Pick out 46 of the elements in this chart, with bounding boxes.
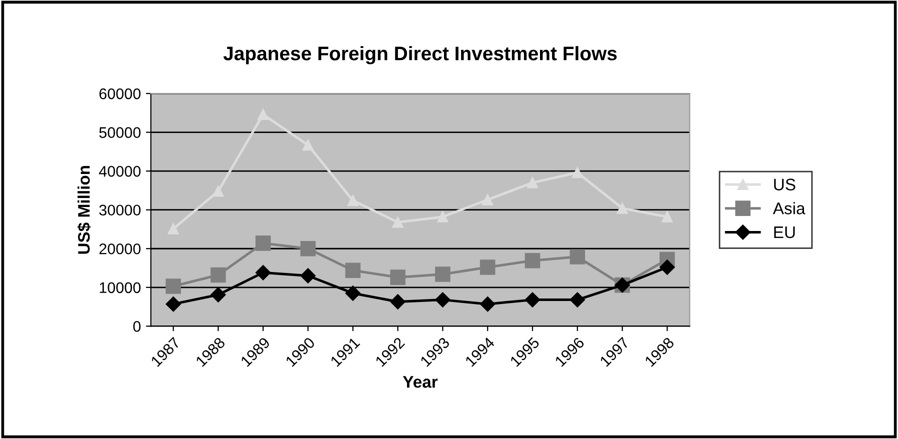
point xyxy=(570,292,585,308)
point xyxy=(345,262,361,278)
legend-label: Asia xyxy=(772,202,806,214)
y-axis-title: US$ Million xyxy=(77,166,91,254)
point xyxy=(570,249,586,264)
x-axis-title: Year xyxy=(402,376,438,388)
y-tick-label: 50000 xyxy=(99,127,141,138)
y-tick-label: 10000 xyxy=(100,282,141,294)
point xyxy=(435,292,450,308)
point xyxy=(662,211,673,222)
point xyxy=(347,194,358,206)
point xyxy=(526,177,538,188)
point xyxy=(572,167,583,178)
point xyxy=(300,240,316,256)
point xyxy=(392,216,404,228)
point xyxy=(390,294,406,310)
point xyxy=(212,186,224,197)
point xyxy=(524,253,540,268)
point xyxy=(210,267,226,283)
point xyxy=(345,286,360,301)
chart-title: Japanese Foreign Direct Investment Flows xyxy=(223,46,617,64)
y-tick-label: 0 xyxy=(133,321,141,332)
point xyxy=(166,278,181,294)
point xyxy=(524,292,540,308)
legend-label: EU xyxy=(774,226,795,238)
point xyxy=(437,211,448,222)
point xyxy=(660,260,675,275)
point xyxy=(300,268,316,284)
y-tick-label: 30000 xyxy=(99,204,141,216)
point xyxy=(390,270,406,285)
point xyxy=(480,260,496,275)
point xyxy=(482,194,494,206)
point xyxy=(256,265,271,280)
point xyxy=(210,287,226,302)
point xyxy=(166,296,181,312)
point xyxy=(616,202,628,214)
y-tick-label: 40000 xyxy=(99,166,141,177)
y-tick-label: 20000 xyxy=(99,243,141,254)
point xyxy=(255,236,271,251)
y-tick-label: 60000 xyxy=(99,88,141,100)
point xyxy=(258,108,269,120)
point xyxy=(168,223,179,234)
legend-label: US xyxy=(774,178,796,190)
point xyxy=(480,296,496,312)
point xyxy=(302,140,314,151)
point xyxy=(435,266,450,282)
